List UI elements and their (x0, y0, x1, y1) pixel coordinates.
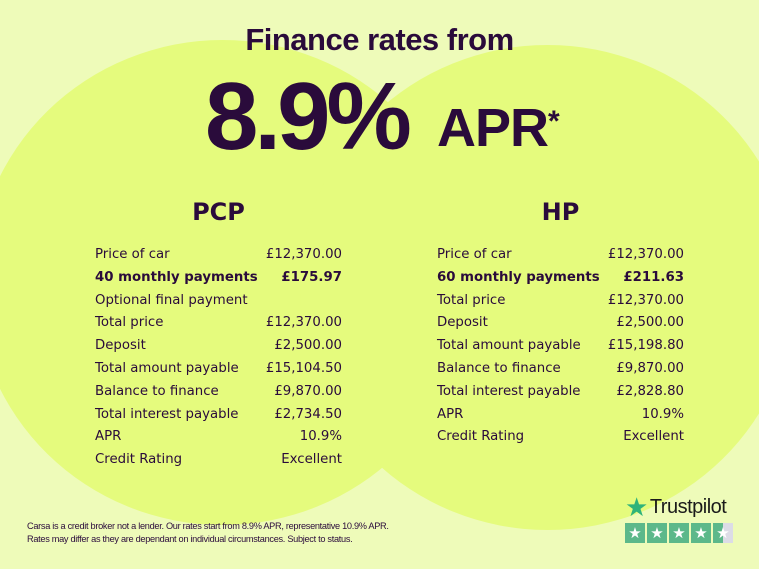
row-label: Optional final payment (95, 292, 248, 308)
disclaimer-line-1: Carsa is a credit broker not a lender. O… (27, 521, 389, 531)
background-circle-right (300, 45, 759, 530)
row-value: 10.9% (641, 406, 684, 422)
pcp-row: 40 monthly payments £175.97 (95, 267, 342, 290)
row-value: £9,870.00 (274, 383, 342, 399)
row-value: £15,198.80 (607, 338, 684, 354)
row-value: £15,104.50 (265, 360, 342, 376)
pcp-row: Deposit £2,500.00 (95, 335, 342, 358)
hp-row: Credit Rating Excellent (437, 426, 684, 449)
row-value: £211.63 (623, 269, 684, 285)
hp-table: HP Price of car £12,370.00 60 monthly paym… (437, 198, 684, 449)
row-value: £12,370.00 (265, 315, 342, 331)
hp-row: Balance to finance £9,870.00 (437, 358, 684, 381)
rating-half-star-icon: ★ (713, 523, 733, 543)
pcp-row: Total interest payable £2,734.50 (95, 404, 342, 427)
row-value: £2,734.50 (274, 406, 342, 422)
row-label: Deposit (437, 315, 488, 331)
disclaimer-line-2: Rates may differ as they are dependant o… (27, 534, 353, 544)
hp-row: Total price £12,370.00 (437, 290, 684, 313)
trustpilot-badge: ★ Trustpilot ★ ★ ★ ★ ★ (625, 492, 733, 543)
hp-row: Price of car £12,370.00 (437, 244, 684, 267)
row-label: Price of car (437, 247, 512, 262)
row-label: 60 monthly payments (437, 269, 600, 285)
row-value: 10.9% (299, 429, 342, 445)
row-value: £9,870.00 (616, 360, 684, 376)
hp-row: APR 10.9% (437, 404, 684, 427)
pcp-row: Total price £12,370.00 (95, 312, 342, 335)
row-label: Balance to finance (95, 383, 219, 399)
apr-label: APR* (437, 96, 560, 160)
row-value: £12,370.00 (265, 247, 342, 262)
row-label: Total amount payable (95, 360, 239, 376)
headline: Finance rates from (245, 22, 514, 57)
hp-row: Total amount payable £15,198.80 (437, 335, 684, 358)
pcp-row: Optional final payment (95, 290, 342, 313)
row-label: Balance to finance (437, 360, 561, 376)
pcp-table: PCP Price of car £12,370.00 40 monthly pay… (95, 198, 342, 472)
pcp-row: Total amount payable £15,104.50 (95, 358, 342, 381)
apr-text: APR (437, 98, 549, 158)
hp-row: Deposit £2,500.00 (437, 312, 684, 335)
row-label: APR (437, 406, 464, 422)
row-label: Credit Rating (437, 429, 525, 445)
row-label: 40 monthly payments (95, 269, 258, 285)
asterisk: * (548, 105, 560, 138)
row-value: £2,500.00 (616, 315, 684, 331)
trustpilot-name: Trustpilot (649, 495, 727, 518)
pcp-row: Price of car £12,370.00 (95, 244, 342, 267)
pcp-title: PCP (192, 198, 245, 226)
row-value: £12,370.00 (607, 292, 684, 308)
row-label: Price of car (95, 247, 170, 262)
row-label: Total interest payable (95, 406, 239, 422)
row-value: Excellent (281, 452, 342, 468)
trustpilot-rating: ★ ★ ★ ★ ★ (625, 523, 733, 543)
pcp-row: Credit Rating Excellent (95, 449, 342, 472)
rating-star-icon: ★ (669, 523, 689, 543)
pcp-row: Balance to finance £9,870.00 (95, 381, 342, 404)
row-label: Total amount payable (437, 338, 581, 354)
hp-title: HP (541, 198, 580, 226)
disclaimer: Carsa is a credit broker not a lender. O… (27, 520, 389, 546)
star-icon: ★ (625, 492, 648, 522)
rating-star-icon: ★ (625, 523, 645, 543)
row-value: £12,370.00 (607, 247, 684, 262)
row-value: £2,828.80 (616, 383, 684, 399)
rate-value: 8.9% (205, 63, 412, 170)
hp-row: 60 monthly payments £211.63 (437, 267, 684, 290)
row-label: Deposit (95, 338, 146, 354)
row-value: Excellent (623, 429, 684, 445)
pcp-row: APR 10.9% (95, 426, 342, 449)
row-label: Total price (95, 315, 164, 331)
hp-row: Total interest payable £2,828.80 (437, 381, 684, 404)
row-value: £175.97 (281, 269, 342, 285)
rating-star-icon: ★ (691, 523, 711, 543)
row-label: Credit Rating (95, 452, 183, 468)
row-label: APR (95, 429, 122, 445)
row-label: Total price (437, 292, 506, 308)
row-value: £2,500.00 (274, 338, 342, 354)
row-label: Total interest payable (437, 383, 581, 399)
rating-star-icon: ★ (647, 523, 667, 543)
